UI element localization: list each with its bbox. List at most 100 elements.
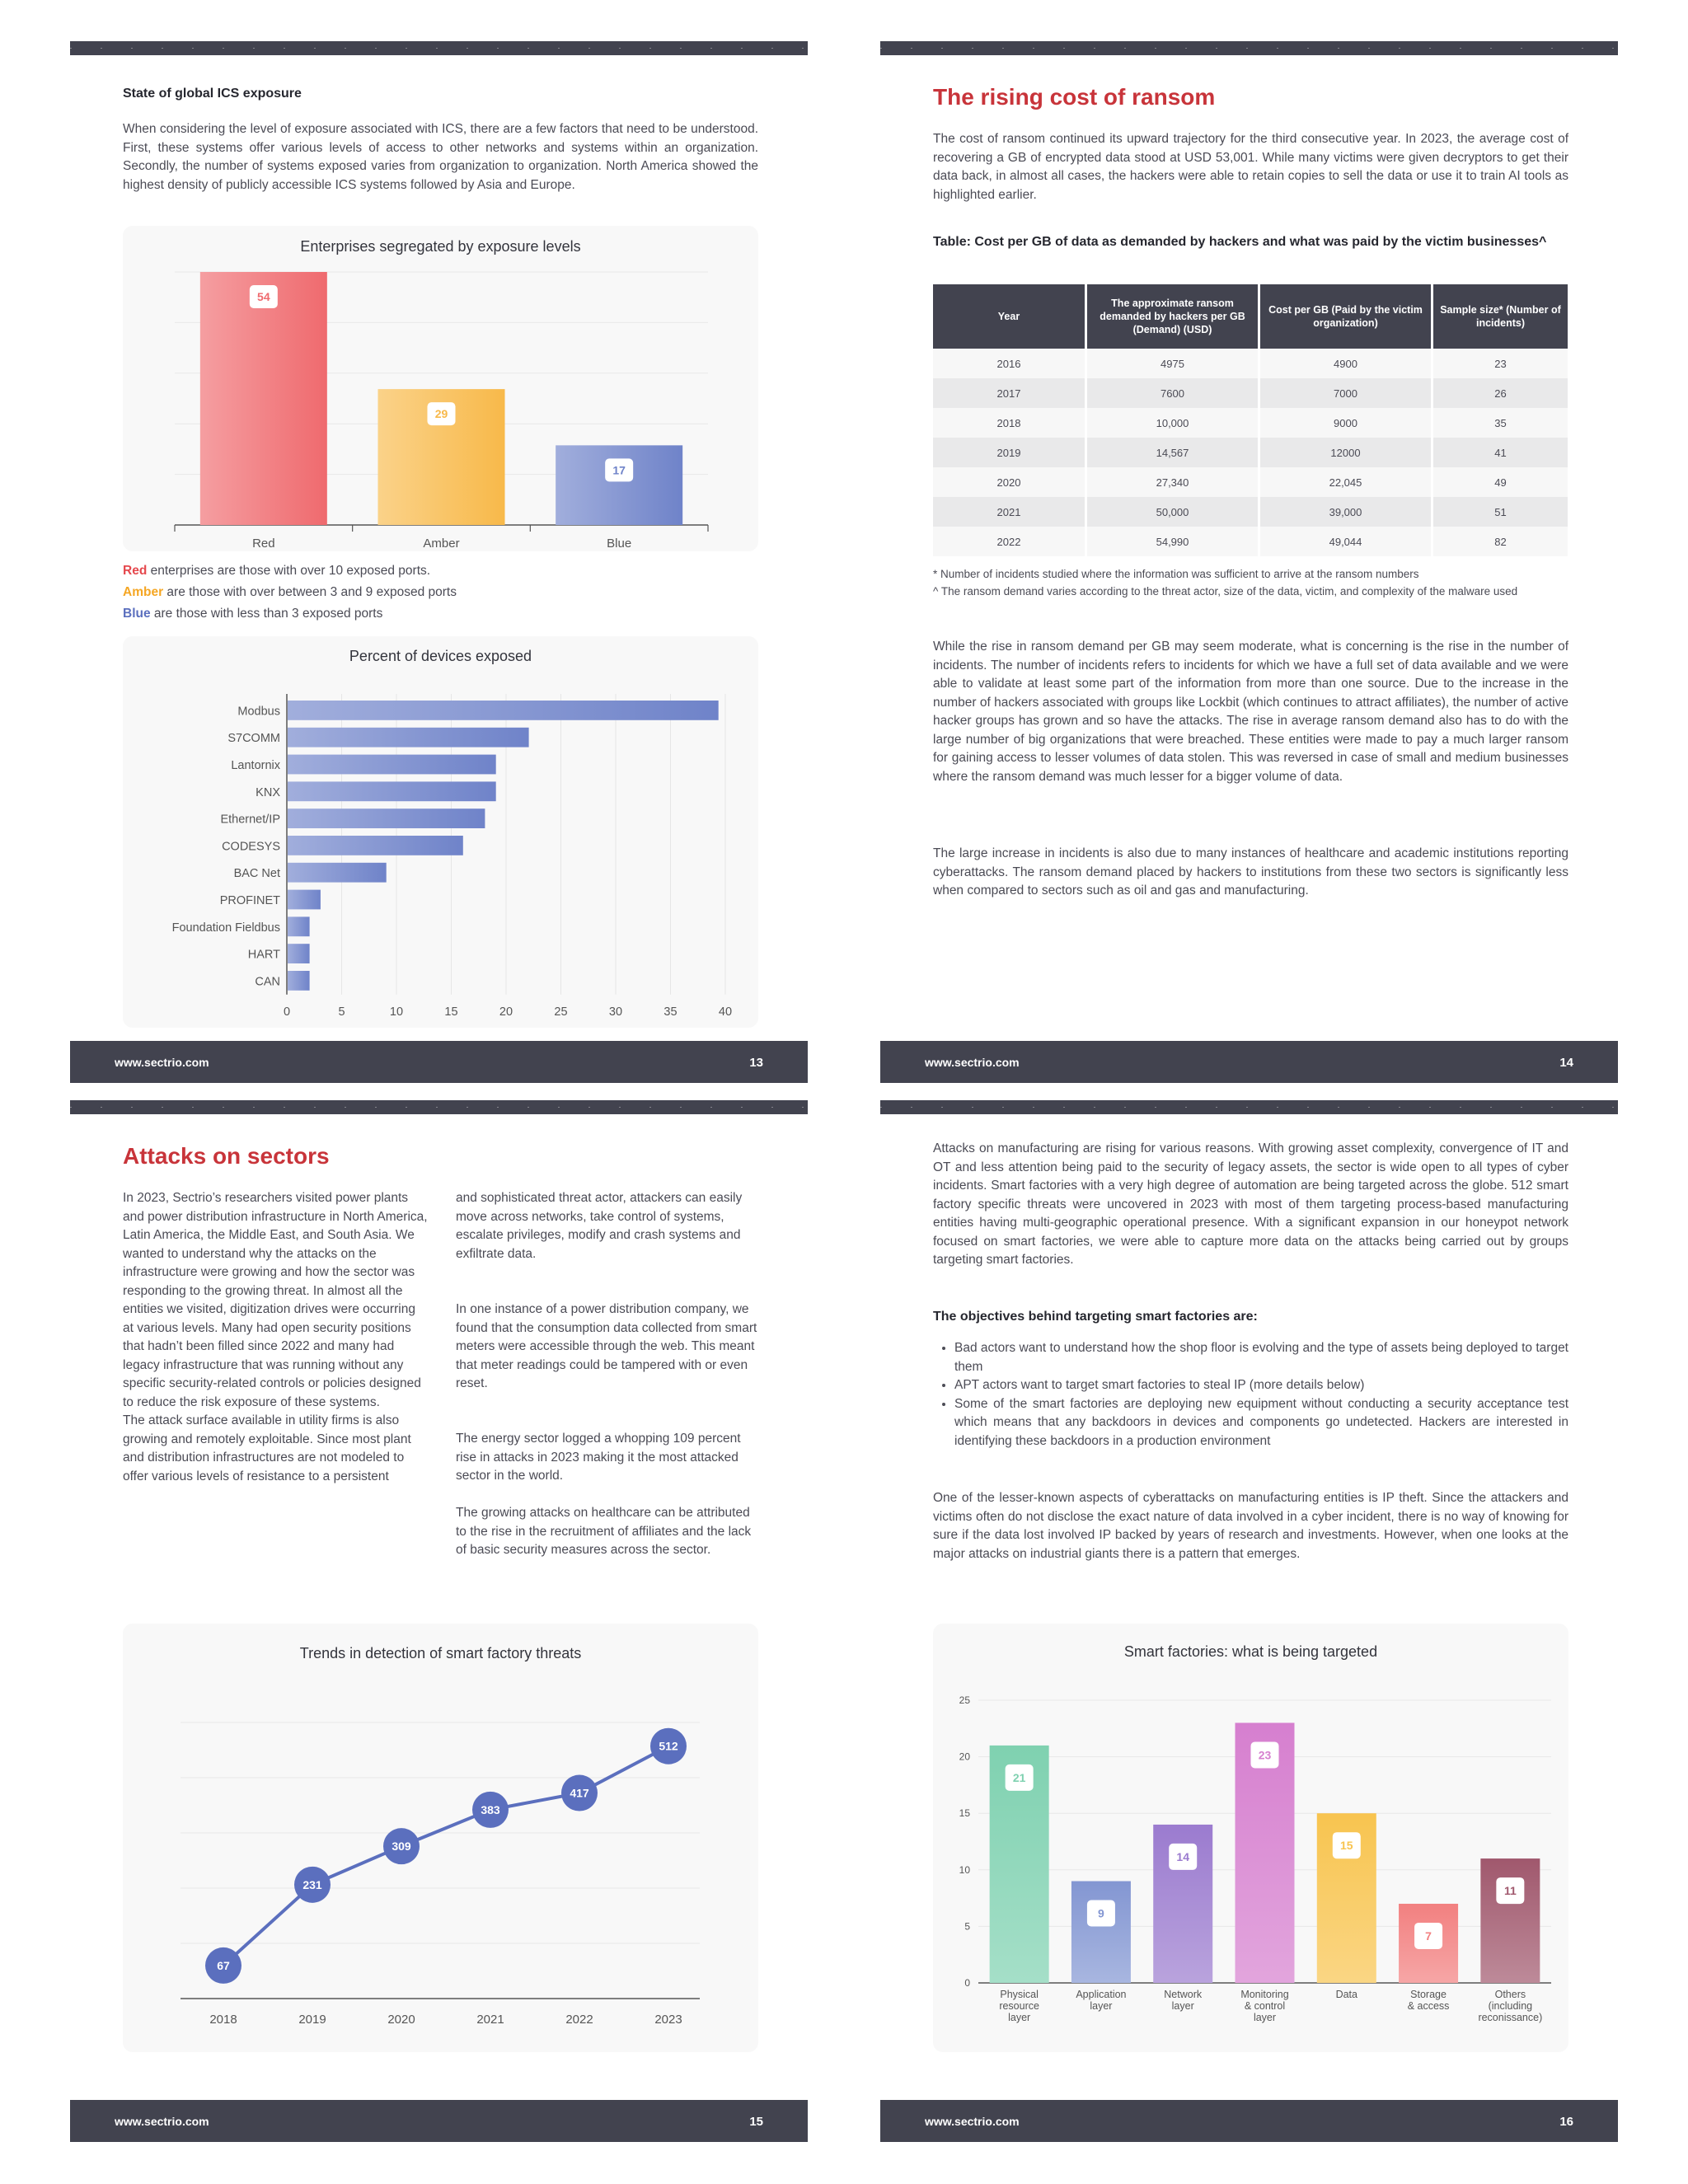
legend-red: Red enterprises are those with over 10 e… (123, 564, 430, 579)
col1-paragraph: The attack surface available in utility … (123, 1413, 411, 1483)
page-number: 14 (1559, 1056, 1573, 1070)
section-subheading: State of global ICS exposure (123, 87, 302, 101)
table-cell: 49,044 (1259, 527, 1433, 556)
col2-paragraph: In one instance of a power distribution … (456, 1302, 757, 1390)
footer: www.sectrio.com 15 (70, 2100, 808, 2142)
data-label-bg (605, 458, 634, 482)
data-label: 9 (1098, 1907, 1104, 1920)
bar (1480, 1858, 1540, 1983)
page-heading: The rising cost of ransom (933, 84, 1216, 110)
data-label: 383 (481, 1803, 500, 1816)
x-tick-label: 2018 (209, 2013, 237, 2027)
intro-paragraph: The cost of ransom continued its upward … (933, 132, 1568, 202)
body-paragraph: The large increase in incidents is also … (933, 846, 1568, 898)
x-tick-label: Data (1336, 1989, 1357, 2000)
list-item: APT actors want to target smart factorie… (954, 1376, 1568, 1395)
table-body: 2016 4975 4900 23 2017 7600 7000 26 2018 10,000 90… (933, 349, 1568, 556)
table-cell: 7000 (1259, 378, 1433, 408)
legend-amber-word: Amber (123, 585, 164, 599)
table-cell: 26 (1432, 378, 1568, 408)
page-14: The rising cost of ransom The cost of ra… (880, 41, 1618, 1104)
x-tick-label: 40 (719, 1005, 732, 1019)
x-tick-label: 0 (284, 1005, 290, 1019)
x-tick-label: Physical resource layer (999, 1989, 1039, 2023)
x-tick-label: 2022 (565, 2013, 593, 2027)
data-label: 309 (392, 1840, 411, 1853)
footer-url[interactable]: www.sectrio.com (115, 2115, 209, 2128)
data-point (294, 1866, 331, 1903)
y-tick-label: 20 (959, 1751, 971, 1763)
x-tick-label-line: layer (1172, 2000, 1194, 2012)
bar (288, 971, 310, 991)
table-cell: 2020 (933, 467, 1087, 497)
page-16: Attacks on manufacturing are rising for … (880, 1100, 1618, 2163)
data-label-bg (1496, 1877, 1525, 1905)
legend-amber: Amber are those with over between 3 and … (123, 585, 457, 600)
data-label: 29 (435, 407, 448, 420)
data-label-bg (1250, 1741, 1279, 1769)
x-tick-label: 2020 (387, 2013, 415, 2027)
table-cell: 51 (1432, 497, 1568, 527)
bar (288, 944, 310, 963)
x-tick-label: 25 (554, 1005, 567, 1019)
x-tick-label-line: layer (1008, 2012, 1030, 2023)
data-label-bg (1169, 1843, 1198, 1870)
bar (288, 781, 496, 802)
x-tick-label-line: Network (1164, 1989, 1203, 2000)
data-point (472, 1791, 509, 1828)
col2-paragraph: and sophisticated threat actor, attacker… (456, 1191, 743, 1261)
data-label: 67 (217, 1959, 230, 1972)
x-tick-label: Monitoring & control layer (1240, 1989, 1288, 2023)
footer-url[interactable]: www.sectrio.com (925, 2115, 1020, 2128)
bar (288, 727, 529, 748)
table-row: 2021 50,000 39,000 51 (933, 497, 1568, 527)
page-15: Attacks on sectors In 2023, Sectrio’s re… (70, 1100, 808, 2163)
y-tick-label: 25 (959, 1694, 971, 1706)
legend-amber-text: are those with over between 3 and 9 expo… (163, 585, 457, 599)
top-bar (880, 41, 1618, 55)
x-tick-label: Amber (423, 537, 459, 551)
y-tick-label: KNX (256, 786, 280, 799)
table-cell: 2022 (933, 527, 1087, 556)
x-tick-label: 2021 (476, 2013, 504, 2027)
y-tick-label: CAN (255, 975, 280, 988)
data-label: 23 (1259, 1748, 1272, 1761)
col-header: Cost per GB (Paid by the victim organiza… (1259, 284, 1433, 349)
table-cell: 9000 (1259, 408, 1433, 438)
data-point (650, 1727, 687, 1765)
x-tick-label-line: & access (1408, 2000, 1450, 2012)
data-label: 15 (1340, 1839, 1353, 1852)
footnote-sample: * Number of incidents studied where the … (933, 568, 1419, 580)
y-tick-label: 0 (964, 1977, 970, 1989)
table-cell: 27,340 (1085, 467, 1260, 497)
legend-blue: Blue are those with less than 3 exposed … (123, 607, 382, 621)
footer-url[interactable]: www.sectrio.com (115, 1056, 209, 1069)
footer: www.sectrio.com 14 (880, 1041, 1618, 1083)
legend-blue-text: are those with less than 3 exposed ports (150, 607, 383, 621)
targets-chart: Smart factories: what is being targeted … (933, 1624, 1568, 2052)
x-tick-label: Storage & access (1408, 1989, 1450, 2012)
y-tick-label: BAC Net (234, 867, 280, 880)
table-cell: 2019 (933, 438, 1087, 467)
data-label-bg (1414, 1922, 1443, 1949)
devices-bar-chart: 0 5 10 15 20 25 30 35 40 Modbus S7COMM Lantornix KNX… (172, 694, 732, 1019)
data-label: 512 (659, 1740, 678, 1753)
col-header: Sample size* (Number of incidents) (1432, 284, 1568, 349)
bar (288, 701, 719, 720)
chart-title: Enterprises segregated by exposure level… (300, 238, 581, 255)
footer-url[interactable]: www.sectrio.com (925, 1056, 1020, 1069)
x-tick-label: 20 (499, 1005, 513, 1019)
x-tick-label: 30 (609, 1005, 622, 1019)
table-cell: 39,000 (1259, 497, 1433, 527)
page-number: 15 (749, 2115, 763, 2129)
top-bar (70, 41, 808, 55)
y-tick-label: Modbus (237, 705, 280, 718)
x-tick-label: Others (including reconissance) (1478, 1989, 1542, 2023)
body-paragraph: While the rise in ransom demand per GB m… (933, 640, 1568, 784)
y-tick-label: Foundation Fieldbus (172, 921, 280, 935)
col-header: The approximate ransom demanded by hacke… (1085, 284, 1260, 349)
chart-title: Smart factories: what is being targeted (1123, 1643, 1378, 1660)
table-cell: 2017 (933, 378, 1087, 408)
y-tick-label: Ethernet/IP (220, 813, 280, 827)
table-row: 2018 10,000 9000 35 (933, 408, 1568, 438)
